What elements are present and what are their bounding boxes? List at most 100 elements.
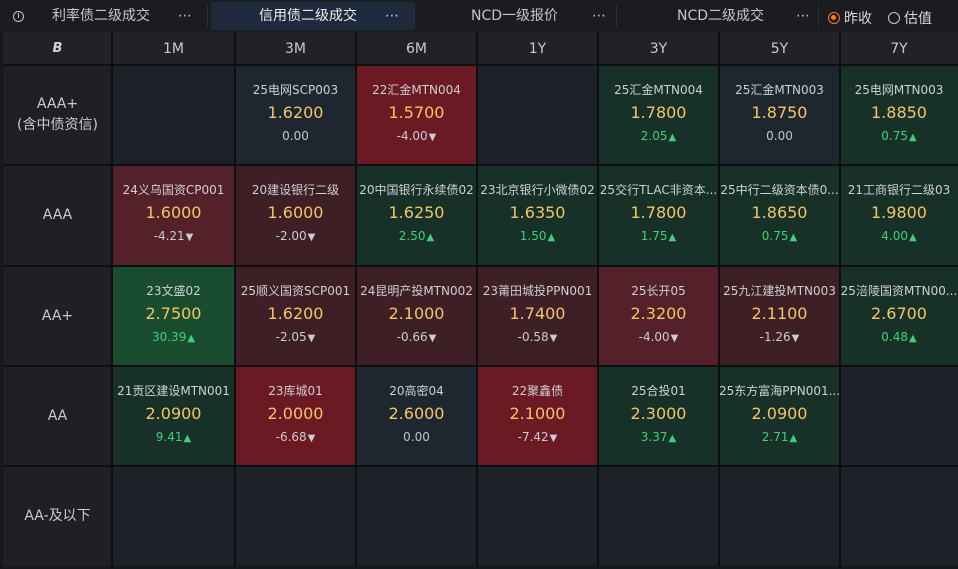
tab-3[interactable]: NCD一级报价 ⋯ [416,2,616,30]
change-value: -4.00 [396,129,428,143]
row-label: AAA+ (含中债资信) [3,65,112,165]
bond-name: 25九江建投MTN003 [723,284,836,298]
row-label: AAA [3,165,112,266]
bond-cell[interactable]: 22汇金MTN004 1.5700 -4.00▼ [356,65,477,165]
more-options-icon[interactable]: ⋯ [796,8,811,24]
change-value: -0.66 [396,330,428,344]
change-value: -2.00 [275,229,307,243]
bond-yield: 2.7500 [145,304,202,323]
bond-name: 25涪陵国资MTN00... [840,284,958,298]
arrow-down-icon: ▼ [428,132,437,143]
bond-cell[interactable]: 21贡区建设MTN001 2.0900 9.41▲ [112,366,235,466]
more-options-icon[interactable]: ⋯ [385,8,400,24]
bond-cell[interactable]: 25合投01 2.3000 3.37▲ [598,366,719,466]
arrow-up-icon: ▲ [909,132,917,143]
rating-tenor-grid: B 1M 3M 6M 1Y 3Y 5Y 7Y AAA+ (含中债资信) 25电网SCP003 1.62… [3,32,958,566]
grid-line-vertical [718,32,720,566]
bond-cell[interactable]: 25顺义国资SCP001 1.6200 -2.05▼ [235,266,356,366]
row-label-line: (含中债资信) [17,117,98,133]
radio-close-selected[interactable]: 昨收 [828,8,872,28]
bond-cell[interactable]: 23库城01 2.0000 -6.68▼ [235,366,356,466]
empty-cell [477,466,598,566]
bond-name: 25交行TLAC非资本... [599,183,718,197]
bond-cell[interactable]: 20中国银行永续债02 1.6250 2.50▲ [356,165,477,266]
bond-name: 25汇金MTN003 [735,83,824,97]
bond-name: 23北京银行小微债02 [480,183,595,197]
bond-name: 25长开05 [631,284,686,298]
bond-yield: 1.6200 [267,304,324,323]
empty-cell [477,65,598,165]
column-header-1y[interactable]: 1Y [477,32,598,65]
row-label: AA [3,366,112,466]
bond-name: 23莆田城投PPN001 [482,284,593,298]
bond-name: 23文盛02 [146,284,201,298]
tab-2[interactable]: 信用债二级成交 ⋯ [211,2,414,30]
bond-change: 2.50▲ [356,229,477,243]
bond-cell[interactable]: 20高密04 2.6000 0.00 [356,366,477,466]
bond-cell[interactable]: 25九江建投MTN003 2.1100 -1.26▼ [719,266,840,366]
column-header-5y[interactable]: 5Y [719,32,840,65]
bond-cell[interactable]: 24义乌国资CP001 1.6000 -4.21▼ [112,165,235,266]
column-header-7y[interactable]: 7Y [840,32,958,65]
tab-1[interactable]: 利率债二级成交 ⋯ [0,2,205,30]
tab-divider [818,4,819,28]
bond-change: 0.00 [719,129,840,143]
bond-change: 3.37▲ [598,430,719,444]
bond-yield: 2.1000 [388,304,445,323]
radio-circle-icon[interactable] [828,12,840,24]
bond-cell[interactable]: 25东方富海PPN001... 2.0900 2.71▲ [719,366,840,466]
bond-cell[interactable]: 23莆田城投PPN001 1.7400 -0.58▼ [477,266,598,366]
arrow-down-icon: ▼ [307,333,316,344]
change-value: 0.48 [881,330,908,344]
column-header-3m[interactable]: 3M [235,32,356,65]
bond-yield: 2.6700 [871,304,927,323]
bond-change: 2.05▲ [598,129,719,143]
arrow-up-icon: ▲ [789,232,798,243]
bond-cell[interactable]: 25交行TLAC非资本... 1.7800 1.75▲ [598,165,719,266]
bond-cell[interactable]: 25长开05 2.3200 -4.00▼ [598,266,719,366]
arrow-up-icon: ▲ [668,232,677,243]
grid-line-vertical [839,32,841,566]
bond-cell[interactable]: 25汇金MTN003 1.8750 0.00 [719,65,840,165]
grid-line-vertical [476,32,478,566]
column-header-3y[interactable]: 3Y [598,32,719,65]
bond-cell[interactable]: 25电网SCP003 1.6200 0.00 [235,65,356,165]
empty-cell [112,466,235,566]
change-value: -2.05 [275,330,307,344]
bond-change: -2.05▼ [235,330,356,344]
row-label-line: AA-及以下 [24,507,91,524]
grid-line-horizontal [3,164,958,166]
bond-cell[interactable]: 24昆明产投MTN002 2.1000 -0.66▼ [356,266,477,366]
more-options-icon[interactable]: ⋯ [592,8,607,24]
bond-cell[interactable]: 23文盛02 2.7500 30.39▲ [112,266,235,366]
bond-cell[interactable]: 25汇金MTN004 1.7800 2.05▲ [598,65,719,165]
bond-cell[interactable]: 21工商银行二级03 1.9800 4.00▲ [840,165,958,266]
bond-name: 22汇金MTN004 [372,83,461,97]
bond-cell[interactable]: 25电网MTN003 1.8850 0.75▲ [840,65,958,165]
radio-circle-icon[interactable] [888,12,900,24]
tab-label: NCD一级报价 [471,8,559,24]
arrow-up-icon: ▲ [426,232,435,243]
column-header-6m[interactable]: 6M [356,32,477,65]
corner-header: B [3,32,112,65]
arrow-up-icon: ▲ [789,433,798,444]
bond-name: 24义乌国资CP001 [122,183,225,197]
more-options-icon[interactable]: ⋯ [178,8,193,24]
bond-cell[interactable]: 20建设银行二级 1.6000 -2.00▼ [235,165,356,266]
bond-change: 0.75▲ [719,229,840,243]
bond-change: 0.75▲ [840,129,958,143]
change-value: 2.05 [640,129,668,143]
bond-cell[interactable]: 23北京银行小微债02 1.6350 1.50▲ [477,165,598,266]
tab-4[interactable]: NCD二级成交 ⋯ [618,2,818,30]
info-icon[interactable] [13,11,24,22]
bond-change: 0.00 [235,129,356,143]
bond-cell[interactable]: 25涪陵国资MTN00... 2.6700 0.48▲ [840,266,958,366]
empty-cell [356,466,477,566]
bond-change: -6.68▼ [235,430,356,444]
bond-cell[interactable]: 25中行二级资本债0... 1.8650 0.75▲ [719,165,840,266]
grid-line-vertical [597,32,599,566]
bond-name: 25东方富海PPN001... [719,384,840,398]
radio-valuation[interactable]: 估值 [888,8,932,28]
bond-cell[interactable]: 22聚鑫债 2.1000 -7.42▼ [477,366,598,466]
column-header-1m[interactable]: 1M [112,32,235,65]
